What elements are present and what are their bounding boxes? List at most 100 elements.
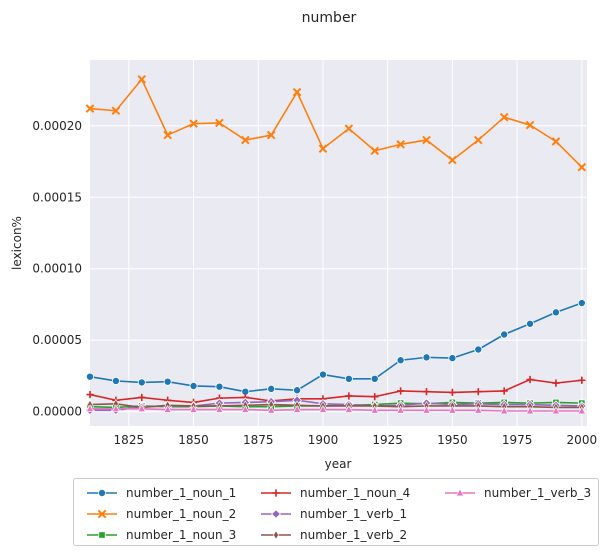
legend-label: number_1_verb_2 <box>300 528 408 542</box>
y-tick-label: 0.00005 <box>32 333 82 347</box>
series-lines <box>85 74 587 416</box>
legend-item: number_1_verb_2 <box>260 525 407 545</box>
legend-item: number_1_verb_3 <box>444 483 591 503</box>
legend-label: number_1_verb_3 <box>484 486 592 500</box>
legend-swatch <box>261 530 291 540</box>
data-point <box>318 370 327 379</box>
y-tick-label: 0.00020 <box>32 119 82 133</box>
series-line <box>89 378 582 404</box>
data-point <box>293 386 302 395</box>
data-point <box>189 381 198 390</box>
data-point <box>474 405 483 414</box>
y-tick-label: 0.00015 <box>32 190 82 204</box>
data-point <box>241 404 250 413</box>
data-point <box>111 404 120 413</box>
data-point <box>448 155 457 165</box>
data-point <box>241 135 250 145</box>
grid <box>90 60 587 426</box>
data-point <box>163 377 172 386</box>
data-point <box>189 119 198 128</box>
data-point <box>137 74 147 84</box>
data-point <box>396 405 405 414</box>
legend-swatch <box>261 489 291 497</box>
legend-label: number_1_noun_4 <box>300 486 411 500</box>
series-line <box>89 302 583 393</box>
legend-item: number_1_verb_1 <box>260 504 407 524</box>
data-point <box>525 120 535 130</box>
data-point <box>370 146 380 156</box>
plot-area <box>90 60 587 426</box>
data-point <box>85 404 95 413</box>
data-point <box>499 112 509 122</box>
data-point <box>318 144 328 153</box>
legend-label: number_1_noun_1 <box>126 486 237 500</box>
series-line <box>89 78 583 168</box>
data-point <box>371 393 379 401</box>
data-point <box>111 106 121 116</box>
series-line <box>89 403 582 409</box>
data-point <box>500 406 509 415</box>
data-point <box>526 319 535 328</box>
data-point <box>345 392 353 400</box>
x-tick-label: 1925 <box>372 433 403 447</box>
series-number_1_noun_4 <box>86 375 586 407</box>
y-axis-label: lexicon% <box>10 216 24 270</box>
data-point <box>577 162 587 172</box>
legend-item: number_1_noun_3 <box>86 525 236 545</box>
data-point <box>370 405 379 414</box>
y-tick-label: 0.00010 <box>32 262 82 276</box>
legend-swatch <box>87 489 117 497</box>
legend-swatch <box>261 509 291 519</box>
data-point <box>396 140 405 149</box>
data-point <box>397 387 405 395</box>
legend-swatch <box>445 488 475 497</box>
series-number_1_noun_2 <box>85 74 587 172</box>
data-point <box>215 118 224 128</box>
x-tick-label: 1850 <box>178 433 209 447</box>
legend-swatch <box>87 509 117 519</box>
chart-title: number <box>302 10 357 26</box>
data-point <box>215 404 224 413</box>
x-tick-label: 1975 <box>502 433 533 447</box>
y-tick-label: 0.00000 <box>32 405 82 419</box>
data-point <box>85 104 95 113</box>
data-point <box>577 406 586 415</box>
data-point <box>396 356 405 365</box>
data-point <box>500 330 509 339</box>
data-point <box>137 404 146 413</box>
data-point <box>189 404 198 413</box>
data-point <box>344 374 353 383</box>
data-point <box>551 308 560 317</box>
data-point <box>448 354 457 363</box>
data-point <box>448 405 457 414</box>
data-point <box>422 353 431 362</box>
legend: number_1_noun_1 number_1_noun_2 number_1_n… <box>73 478 599 546</box>
x-tick-label: 1875 <box>243 433 274 447</box>
data-point <box>163 404 172 413</box>
data-point <box>266 130 276 140</box>
x-tick-label: 2000 <box>567 433 598 447</box>
data-point <box>215 382 224 391</box>
data-point <box>422 405 431 414</box>
data-point <box>500 387 508 395</box>
legend-item: number_1_noun_1 <box>86 483 236 503</box>
axis-ticks: 1825 1850 1875 1900 1925 1950 1975 2000 0.00000 0… <box>32 119 597 447</box>
data-point <box>138 393 146 402</box>
data-point <box>292 87 302 97</box>
data-point <box>111 376 120 385</box>
data-point <box>422 388 431 396</box>
x-axis-label: year <box>325 457 352 471</box>
data-point <box>86 390 94 399</box>
data-point <box>552 379 560 387</box>
data-point <box>422 135 431 145</box>
data-point <box>473 135 483 145</box>
data-point <box>86 372 95 381</box>
data-point <box>267 405 276 414</box>
data-point <box>551 406 561 415</box>
data-point <box>344 124 354 133</box>
legend-swatch <box>87 531 117 539</box>
x-tick-label: 1825 <box>114 433 145 447</box>
data-point <box>474 388 482 396</box>
x-tick-label: 1950 <box>437 433 468 447</box>
